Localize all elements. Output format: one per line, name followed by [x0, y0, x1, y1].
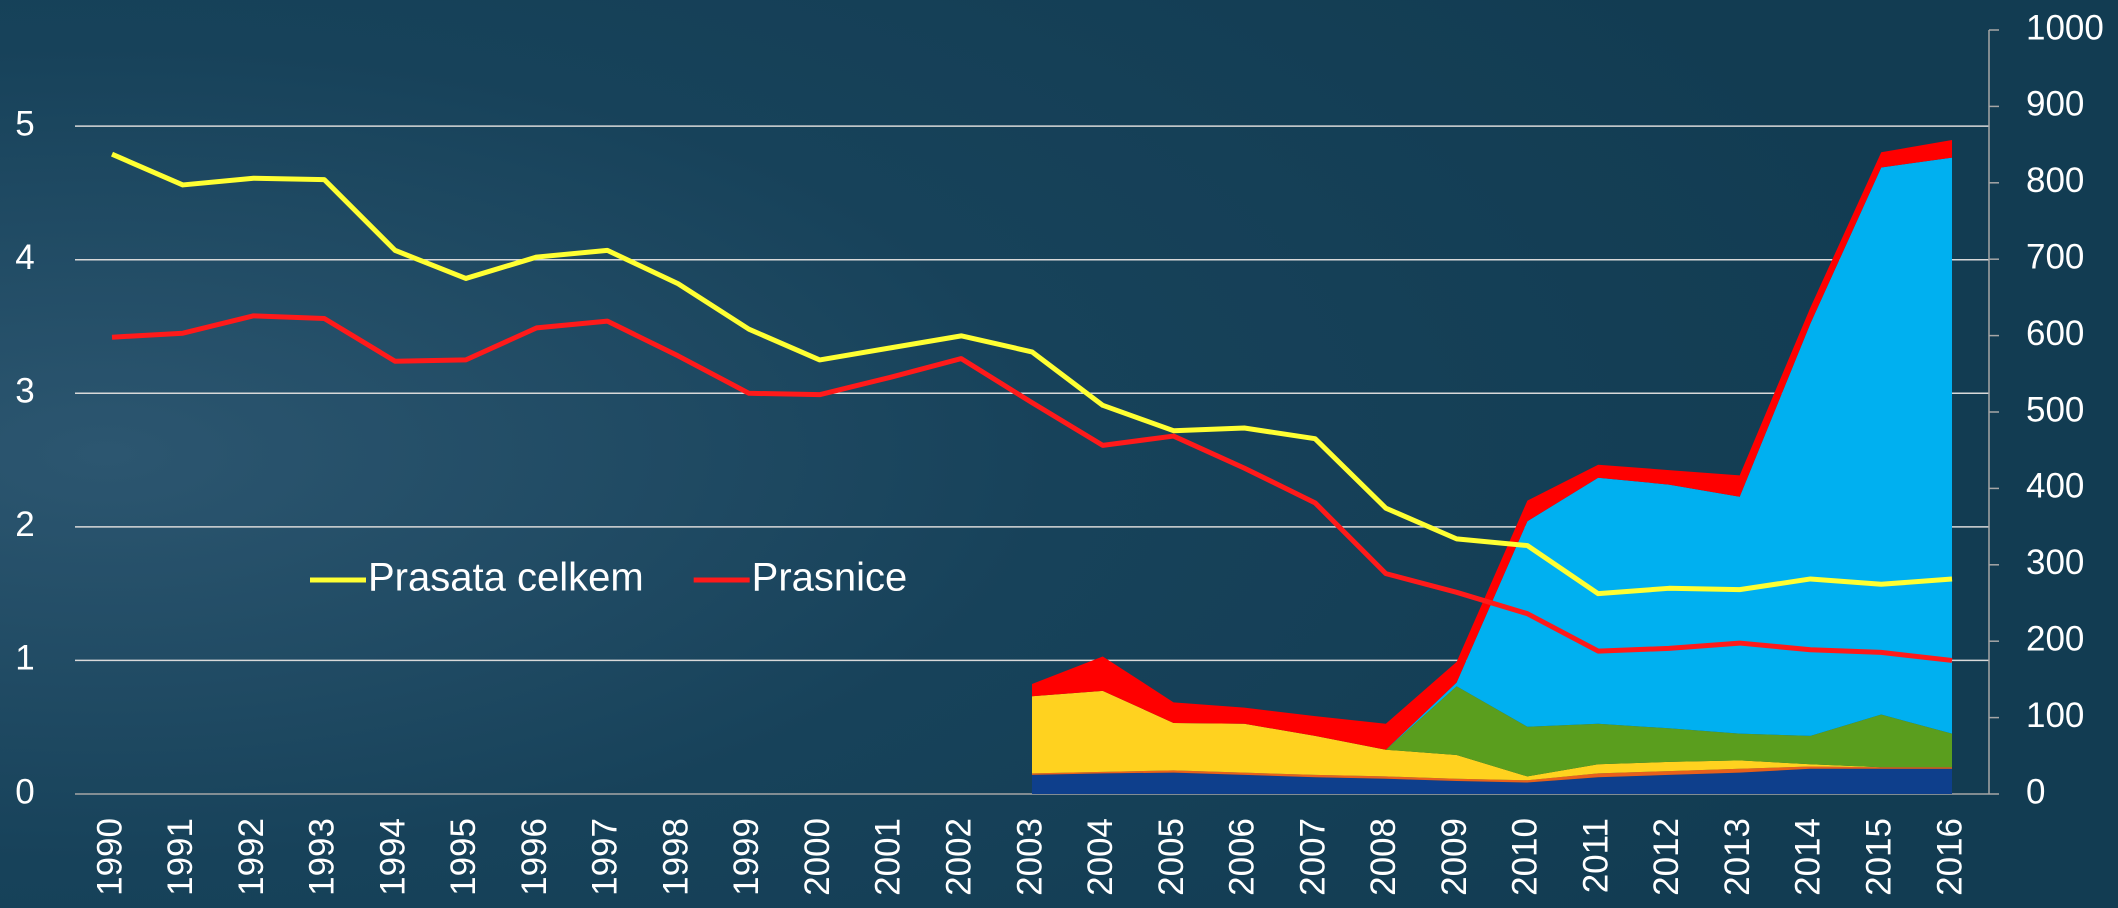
chart: 0 1 2 3 4 5 0 100 200 300 400 500 600 700 800 900 1000 19…	[0, 0, 2118, 908]
y2-tick-label: 100	[2026, 696, 2084, 735]
x-tick-label: 1999	[727, 818, 766, 896]
x-tick-label: 2003	[1010, 818, 1049, 896]
x-tick-label: 2016	[1930, 818, 1969, 896]
x-tick-label: 2001	[869, 818, 908, 896]
y-tick-label: 4	[15, 238, 34, 277]
x-tick-label: 1996	[515, 818, 554, 896]
y2-tick-label: 800	[2026, 161, 2084, 200]
y2-tick-label: 300	[2026, 543, 2084, 582]
x-tick-label: 2010	[1506, 818, 1545, 896]
x-tick-label: 2000	[798, 818, 837, 896]
x-tick-label: 2011	[1576, 818, 1615, 893]
legend-label: Prasnice	[752, 556, 908, 600]
y2-tick-label: 500	[2026, 390, 2084, 429]
y-tick-label: 0	[15, 772, 34, 811]
x-tick-label: 2002	[939, 818, 978, 896]
x-tick-label: 1997	[586, 818, 625, 896]
x-tick-label: 1991	[161, 818, 200, 896]
x-tick-label: 2014	[1789, 818, 1828, 896]
y-tick-label: 2	[15, 505, 34, 544]
x-tick-label: 2013	[1718, 818, 1757, 896]
x-tick-label: 1992	[232, 818, 271, 896]
y2-tick-label: 0	[2026, 772, 2045, 811]
x-tick-label: 1998	[656, 818, 695, 896]
y2-tick-label: 900	[2026, 85, 2084, 124]
x-tick-label: 1993	[303, 818, 342, 896]
y-tick-label: 1	[15, 639, 34, 678]
x-tick-label: 2015	[1859, 818, 1898, 896]
x-tick-label: 1995	[444, 818, 483, 896]
x-tick-label: 1994	[373, 818, 412, 896]
x-tick-label: 2006	[1223, 818, 1262, 896]
y2-tick-label: 1000	[2026, 8, 2104, 47]
x-tick-label: 1990	[90, 818, 129, 896]
legend-label: Prasata celkem	[368, 556, 644, 600]
x-tick-label: 2004	[1081, 818, 1120, 896]
y-tick-label: 3	[15, 372, 34, 411]
y2-tick-label: 400	[2026, 467, 2084, 506]
x-tick-label: 2008	[1364, 818, 1403, 896]
x-tick-label: 2009	[1435, 818, 1474, 896]
x-tick-label: 2012	[1647, 818, 1686, 896]
x-tick-label: 2007	[1293, 818, 1332, 896]
y2-tick-label: 700	[2026, 237, 2084, 276]
y2-tick-label: 600	[2026, 314, 2084, 353]
x-tick-label: 2005	[1152, 818, 1191, 896]
y-tick-label: 5	[15, 104, 34, 143]
y2-tick-label: 200	[2026, 619, 2084, 658]
